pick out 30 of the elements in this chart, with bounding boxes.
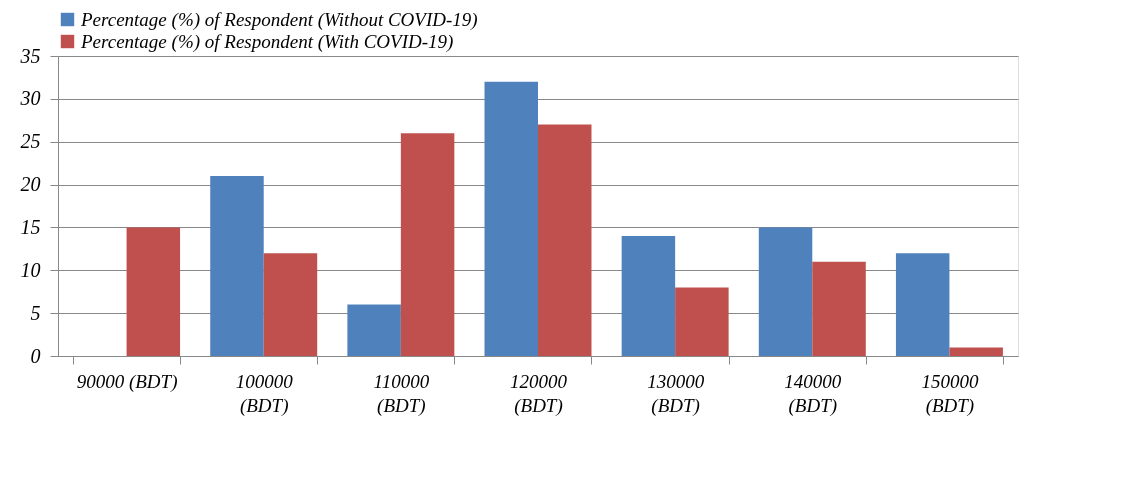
bar — [263, 253, 318, 356]
legend-label: Percentage (%) of Respondent (With COVID-19) — [80, 30, 454, 53]
y-tick-label: 15 — [20, 215, 41, 238]
bar — [621, 236, 676, 356]
y-tick-label: 5 — [30, 301, 41, 324]
bar — [210, 176, 264, 356]
bar — [126, 227, 181, 356]
legend-label: Percentage (%) of Respondent (Without COVID-19) — [80, 8, 478, 31]
y-tick-label: 30 — [19, 87, 41, 110]
bar — [812, 261, 866, 356]
x-tick-label: 150000 (BDT) — [921, 370, 979, 417]
y-tick-label: 25 — [20, 130, 41, 153]
bar — [895, 253, 950, 356]
x-tick-label: 100000 (BDT) — [235, 370, 294, 417]
x-tick-label: 130000 (BDT) — [647, 370, 705, 417]
y-tick-label: 35 — [19, 44, 41, 67]
x-tick-label: 140000 (BDT) — [784, 370, 842, 417]
bar — [538, 124, 592, 356]
x-tick-label: 110000 (BDT) — [373, 370, 430, 417]
bar — [675, 287, 729, 356]
bar — [484, 81, 538, 356]
bar — [400, 133, 455, 356]
x-tick-label: 120000 (BDT) — [510, 370, 568, 417]
bar — [347, 304, 401, 356]
bar — [949, 347, 1003, 356]
x-tick-label: 90000 (BDT) — [76, 370, 178, 393]
y-tick-label: 0 — [30, 344, 41, 367]
y-tick-label: 20 — [20, 173, 41, 196]
y-tick-label: 10 — [20, 258, 41, 281]
bar — [758, 227, 813, 356]
